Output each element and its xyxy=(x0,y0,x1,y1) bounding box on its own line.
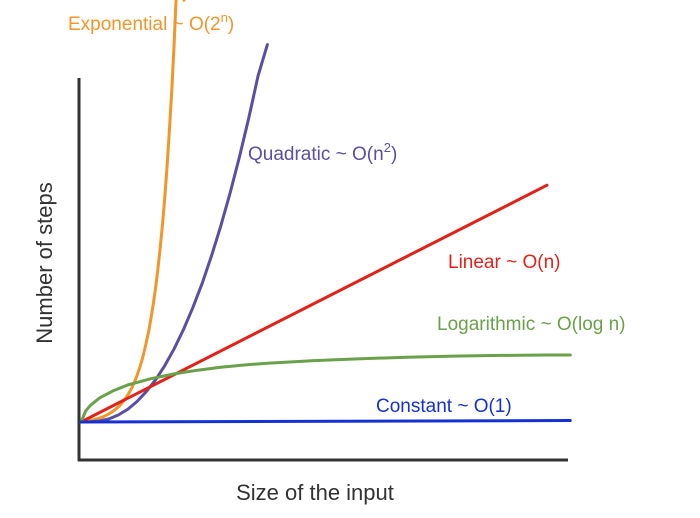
series-label-quadratic: Quadratic ~ O(n2) xyxy=(248,140,397,165)
series-label-linear: Linear ~ O(n) xyxy=(448,252,560,273)
x-axis-title: Size of the input xyxy=(236,480,394,505)
series-line-quadratic xyxy=(79,43,269,424)
series-label-constant: Constant ~ O(1) xyxy=(376,396,512,417)
series-line-logarithmic xyxy=(79,353,572,424)
series-line-linear xyxy=(79,183,549,424)
series-label-exponential: Exponential ~ O(2n) xyxy=(68,10,234,35)
series-line-constant xyxy=(79,419,572,424)
series-layer xyxy=(79,0,572,424)
series-labels: Exponential ~ O(2n) Quadratic ~ O(n2) Line… xyxy=(68,10,626,417)
series-line-exponential xyxy=(79,0,186,424)
series-label-logarithmic: Logarithmic ~ O(log n) xyxy=(437,314,626,335)
y-axis-title: Number of steps xyxy=(32,182,57,343)
axes xyxy=(77,78,568,462)
